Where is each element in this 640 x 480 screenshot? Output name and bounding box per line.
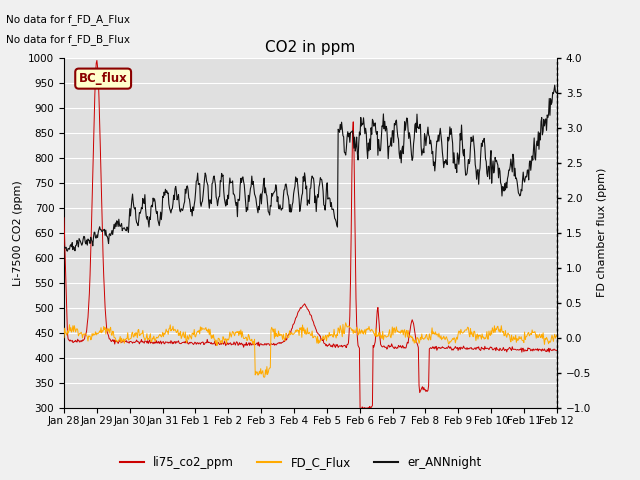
Legend: li75_co2_ppm, FD_C_Flux, er_ANNnight: li75_co2_ppm, FD_C_Flux, er_ANNnight [115,452,486,474]
Title: CO2 in ppm: CO2 in ppm [265,40,356,55]
Text: No data for f_FD_B_Flux: No data for f_FD_B_Flux [6,34,131,45]
Text: BC_flux: BC_flux [79,72,127,85]
Text: No data for f_FD_A_Flux: No data for f_FD_A_Flux [6,14,131,25]
Y-axis label: FD chamber flux (ppm): FD chamber flux (ppm) [596,168,607,298]
Y-axis label: Li-7500 CO2 (ppm): Li-7500 CO2 (ppm) [13,180,22,286]
